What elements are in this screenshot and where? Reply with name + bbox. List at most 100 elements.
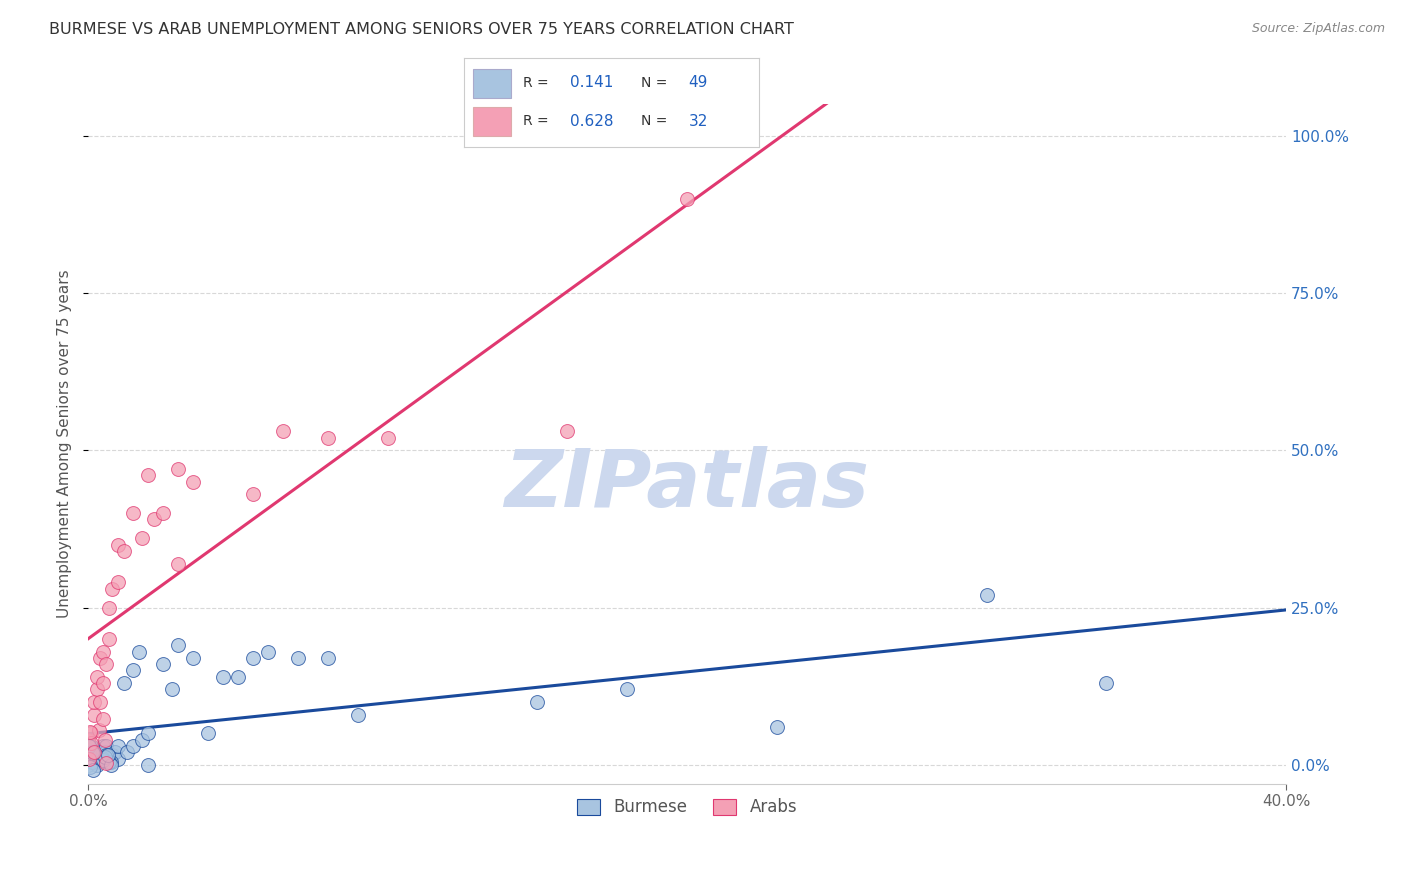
Point	[94, 745, 117, 759]
Point	[82, 746, 104, 760]
Point	[98, 632, 121, 646]
Point	[77, 745, 100, 759]
Legend: Burmese, Arabs: Burmese, Arabs	[571, 791, 804, 823]
Point	[98, 751, 121, 765]
Point	[79, 760, 101, 774]
Point	[107, 538, 129, 552]
Text: R =: R =	[523, 76, 553, 90]
Point	[94, 756, 117, 771]
Point	[107, 575, 129, 590]
Point	[86, 745, 108, 759]
Point	[91, 644, 114, 658]
Point	[80, 745, 103, 759]
Point	[766, 720, 789, 734]
Point	[97, 747, 120, 762]
Text: Source: ZipAtlas.com: Source: ZipAtlas.com	[1251, 22, 1385, 36]
Point	[83, 695, 105, 709]
Point	[89, 751, 111, 765]
Point	[976, 588, 998, 602]
Point	[91, 745, 114, 759]
Point	[82, 763, 104, 777]
Point	[212, 670, 235, 684]
Text: R =: R =	[523, 114, 553, 128]
Point	[83, 755, 105, 769]
Point	[100, 755, 122, 769]
Point	[91, 753, 114, 767]
Point	[136, 757, 159, 772]
Text: N =: N =	[641, 114, 672, 128]
Point	[89, 755, 111, 769]
Point	[197, 726, 219, 740]
Point	[80, 739, 103, 753]
Point	[122, 664, 145, 678]
Point	[80, 726, 103, 740]
Point	[77, 732, 100, 747]
Point	[91, 676, 114, 690]
Point	[94, 747, 117, 762]
Point	[86, 670, 108, 684]
Point	[77, 739, 100, 754]
Point	[1095, 676, 1118, 690]
Text: 0.141: 0.141	[571, 76, 613, 90]
Point	[89, 695, 111, 709]
Point	[83, 707, 105, 722]
Point	[555, 425, 578, 439]
Point	[100, 757, 122, 772]
Point	[101, 748, 124, 763]
Point	[131, 732, 153, 747]
Point	[89, 651, 111, 665]
Point	[271, 425, 294, 439]
Text: 49: 49	[689, 76, 707, 90]
Point	[97, 755, 120, 769]
Point	[115, 745, 138, 759]
Point	[104, 745, 127, 759]
Point	[94, 739, 117, 753]
Point	[676, 192, 699, 206]
Point	[181, 475, 204, 489]
Point	[122, 506, 145, 520]
Point	[89, 745, 111, 759]
Point	[86, 758, 108, 772]
Point	[346, 707, 368, 722]
Point	[77, 732, 100, 747]
FancyBboxPatch shape	[472, 69, 512, 98]
FancyBboxPatch shape	[472, 107, 512, 136]
Point	[167, 638, 190, 652]
Point	[107, 751, 129, 765]
Point	[98, 600, 121, 615]
Point	[377, 431, 399, 445]
Point	[87, 723, 110, 738]
Point	[160, 682, 183, 697]
Point	[83, 745, 105, 759]
Point	[86, 682, 108, 697]
Point	[80, 736, 103, 750]
Point	[616, 682, 638, 697]
Text: ZIPatlas: ZIPatlas	[505, 446, 869, 524]
Point	[91, 739, 114, 753]
Point	[94, 733, 117, 747]
Point	[112, 676, 135, 690]
Point	[77, 751, 100, 765]
Point	[131, 532, 153, 546]
Point	[79, 724, 101, 739]
Point	[86, 751, 108, 765]
Point	[287, 651, 309, 665]
Point	[242, 487, 264, 501]
Point	[136, 468, 159, 483]
Point	[242, 651, 264, 665]
Point	[83, 751, 105, 765]
Point	[91, 751, 114, 765]
Point	[316, 651, 339, 665]
Point	[526, 695, 548, 709]
Point	[94, 657, 117, 672]
Point	[77, 751, 100, 765]
Y-axis label: Unemployment Among Seniors over 75 years: Unemployment Among Seniors over 75 years	[58, 269, 72, 618]
Point	[91, 712, 114, 726]
Point	[94, 749, 117, 764]
Point	[101, 582, 124, 596]
Point	[77, 757, 100, 772]
Point	[226, 670, 249, 684]
Point	[167, 462, 190, 476]
Point	[152, 657, 174, 672]
Point	[91, 750, 114, 764]
